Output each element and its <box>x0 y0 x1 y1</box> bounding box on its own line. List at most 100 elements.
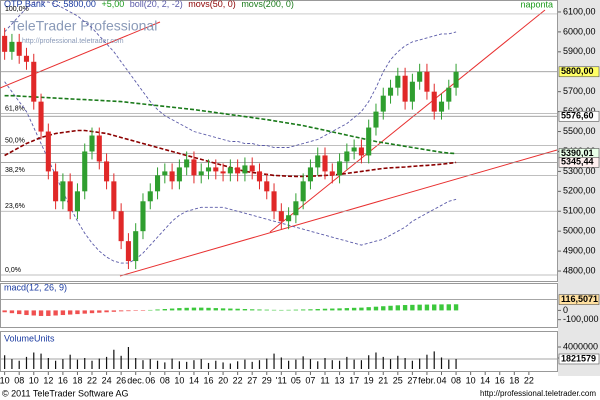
candle-body <box>417 71 423 82</box>
bar <box>237 361 239 369</box>
bar <box>242 309 248 311</box>
bar <box>360 360 363 369</box>
bar <box>250 309 255 311</box>
candle-body <box>96 135 102 162</box>
bar <box>104 310 109 313</box>
bar <box>440 357 443 369</box>
candle-body <box>125 241 131 262</box>
candle-body <box>446 87 452 102</box>
candle-body <box>205 167 212 172</box>
bar <box>193 360 195 369</box>
trend-lines <box>0 9 558 277</box>
bar <box>338 360 341 369</box>
bar <box>266 358 268 369</box>
candle-body <box>431 91 437 112</box>
bar <box>293 309 299 311</box>
footer-url: http://professional.teletrader.com <box>480 389 596 398</box>
bar <box>213 308 218 311</box>
trend-line <box>269 9 546 233</box>
marker-label: 5390,01 <box>561 148 594 158</box>
bar <box>404 358 406 369</box>
bar <box>271 309 277 311</box>
marker-label: 5576,60 <box>561 111 594 121</box>
bar <box>373 306 379 311</box>
y-tick-label: 5700,00 <box>563 86 596 96</box>
indicator-line <box>4 81 457 264</box>
y-tick-label: 5500,00 <box>563 126 596 136</box>
x-tick-label: 05 <box>291 375 301 385</box>
bar <box>149 359 151 369</box>
y-tick-label: 5000,00 <box>563 226 596 236</box>
candle-body <box>53 171 59 202</box>
x-tick-label: 14 <box>189 375 199 385</box>
bar <box>228 308 233 311</box>
y-tick-label: 5300,00 <box>563 166 596 176</box>
bar <box>2 310 7 313</box>
bar <box>322 308 328 311</box>
fib-label: 50,0% <box>5 137 25 144</box>
candle-body <box>111 181 117 212</box>
bar <box>288 360 290 369</box>
bar <box>169 308 175 311</box>
candle-body <box>322 155 328 172</box>
trend-line <box>0 21 161 89</box>
y-tick-label: 6100,00 <box>563 6 596 16</box>
candle-body <box>227 167 233 174</box>
x-tick-label: 08 <box>160 375 170 385</box>
bar <box>162 309 168 311</box>
x-tick-label: 07 <box>305 375 315 385</box>
bar <box>200 359 202 369</box>
x-tick-label: 17 <box>349 375 359 385</box>
copyright: © 2011 TeleTrader Software AG <box>2 388 129 398</box>
marker-label: 1821579 <box>561 353 596 363</box>
candle-body <box>424 71 430 92</box>
bar <box>395 305 401 311</box>
bar <box>84 358 86 369</box>
x-tick-label: 22 <box>87 375 97 385</box>
price-panel <box>0 0 558 282</box>
bar <box>279 309 284 311</box>
candle-body <box>184 159 190 168</box>
bar <box>17 310 22 315</box>
bar <box>411 360 413 369</box>
fib-label: 38,2% <box>5 167 25 174</box>
y-tick-label: 4800,00 <box>563 265 596 275</box>
bar <box>280 357 282 369</box>
candle-body <box>315 155 321 168</box>
x-tick-label: 10 <box>174 375 184 385</box>
bar <box>344 308 350 311</box>
indicator-line <box>4 1 457 148</box>
bar <box>133 310 138 311</box>
bar <box>127 347 130 369</box>
period: naponta <box>520 0 553 9</box>
bar <box>448 359 450 369</box>
bar <box>251 361 253 369</box>
x-tick-label: 04 <box>436 375 446 385</box>
watermark-url: http://professional.teletrader.com <box>22 38 124 45</box>
bar <box>308 309 313 311</box>
bar <box>47 358 49 369</box>
candle-body <box>438 101 445 112</box>
candle-body <box>104 161 110 182</box>
x-tick-label: 10 <box>0 375 10 385</box>
candle-body <box>38 101 44 132</box>
candle-body <box>16 41 22 56</box>
candle-body <box>133 231 139 262</box>
header-last: C: 5800,00 <box>52 0 96 9</box>
bar <box>235 308 240 311</box>
candle-body <box>402 75 408 102</box>
bar <box>375 352 377 369</box>
x-tick-label: dec. <box>127 375 144 385</box>
candle-body <box>154 175 161 192</box>
candle-body <box>213 167 219 172</box>
marker-box <box>558 66 600 78</box>
bar <box>113 349 115 369</box>
bar <box>11 359 13 369</box>
bar <box>53 310 58 316</box>
candle-body <box>395 75 401 88</box>
x-tick-label: 26 <box>116 375 126 385</box>
y-tick-label: 5200,00 <box>563 186 596 196</box>
candle-body <box>264 181 270 192</box>
bar <box>207 362 210 369</box>
bar <box>424 304 430 311</box>
